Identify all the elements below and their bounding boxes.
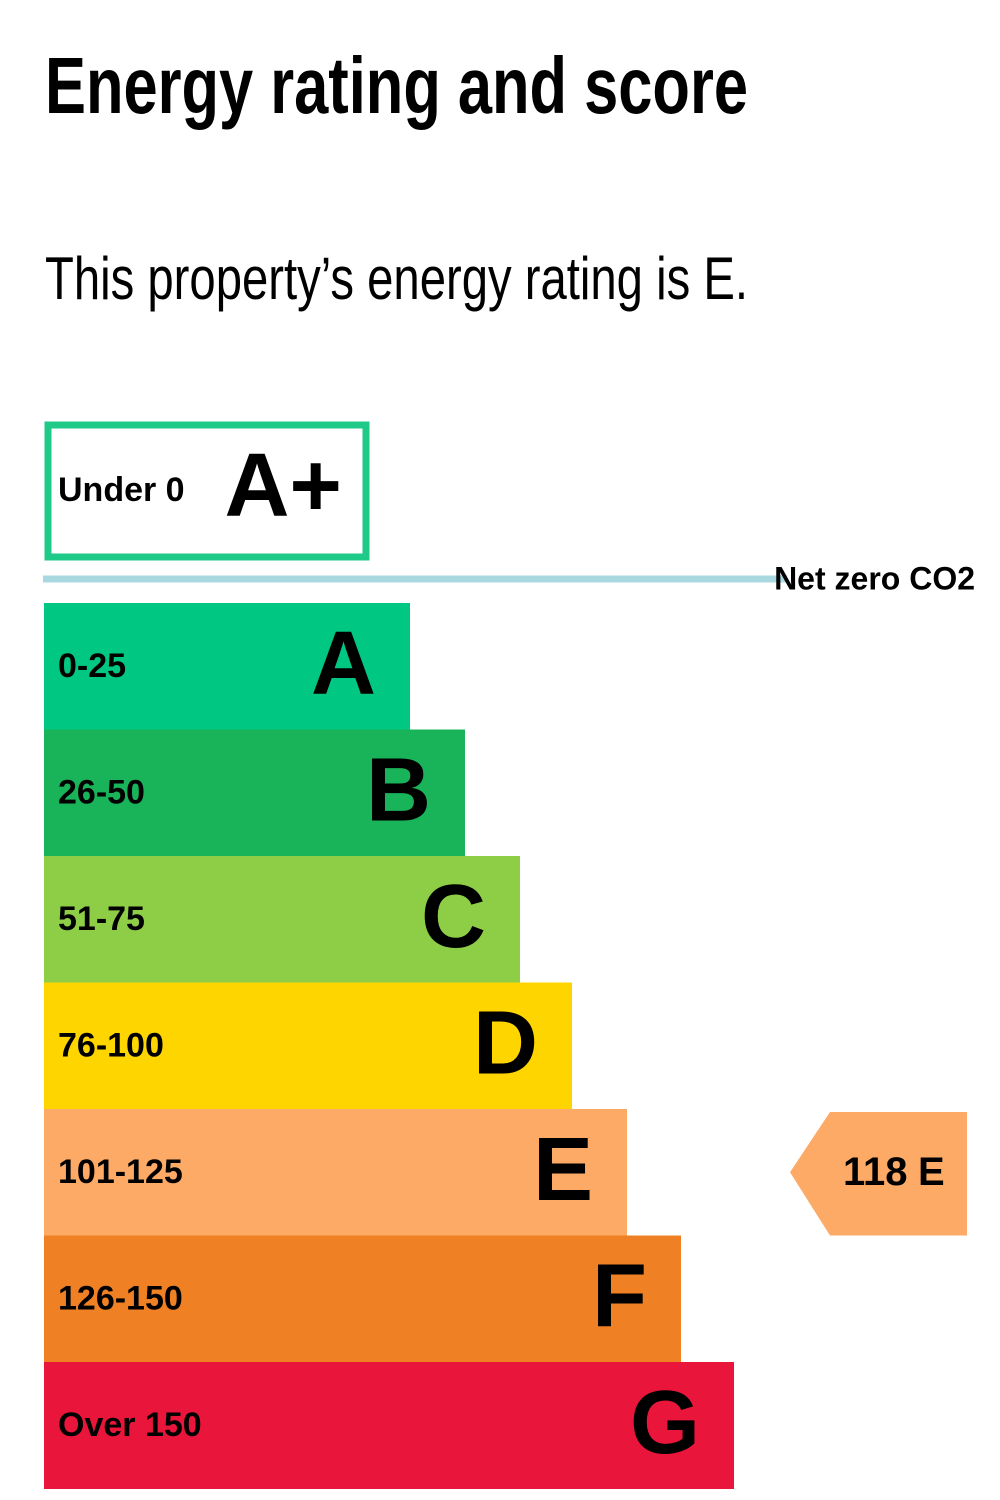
band-letter: A: [311, 614, 376, 714]
top-band-letter: A+: [224, 436, 342, 536]
subtitle: This property’s energy rating is E.: [45, 245, 748, 312]
band-letter: D: [473, 994, 538, 1094]
band-letter: G: [630, 1373, 700, 1473]
top-band-range: Under 0: [58, 471, 185, 509]
band-bar: [44, 729, 465, 857]
band-letter: C: [421, 867, 486, 967]
band-bar: [44, 856, 520, 983]
current-letter: E: [918, 1150, 945, 1194]
band-range: 101-125: [58, 1153, 183, 1191]
band-range: Over 150: [58, 1406, 202, 1444]
band-range: 51-75: [58, 900, 145, 938]
band-bar: [44, 1362, 734, 1489]
band-letter: B: [366, 741, 431, 841]
band-range: 26-50: [58, 774, 145, 812]
current-score: 118: [843, 1150, 908, 1194]
band-range: 126-150: [58, 1280, 183, 1318]
band-range: 76-100: [58, 1027, 164, 1065]
band-letter: F: [592, 1247, 647, 1347]
band-bar: [44, 603, 410, 730]
band-bar: [44, 1109, 627, 1236]
band-letter: E: [533, 1120, 593, 1220]
band-range: 0-25: [58, 647, 126, 685]
band-bar: [44, 982, 572, 1110]
net-zero-label: Net zero CO2: [774, 560, 975, 596]
current-rating-arrow: [790, 1112, 967, 1236]
top-band-box: [44, 421, 370, 561]
title: Energy rating and score: [45, 41, 748, 130]
band-bar: [44, 1235, 681, 1363]
